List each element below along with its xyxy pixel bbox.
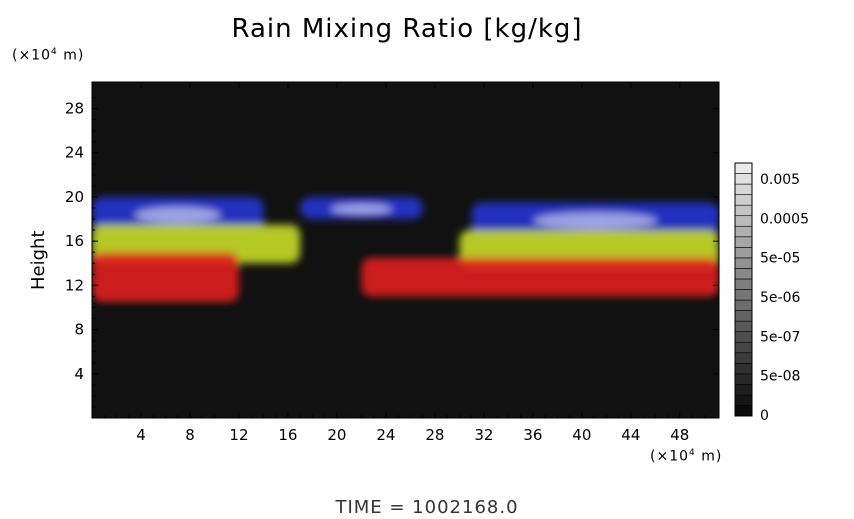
colorbar-label: 0.005: [760, 172, 800, 188]
colorbar-swatch: [734, 362, 753, 375]
x-tick-label: 24: [376, 426, 395, 444]
colorbar-swatch: [734, 173, 753, 185]
x-axis-unit: (×104 m): [650, 448, 723, 465]
colorbar-swatch: [734, 215, 753, 227]
colorbar-swatch: [734, 278, 753, 290]
plot-frame: [91, 81, 720, 419]
y-tick-label: 4: [74, 365, 84, 383]
colorbar-label: 5e-05: [760, 251, 800, 267]
y-tick-label: 20: [65, 188, 84, 206]
x-tick-label: 12: [229, 426, 248, 444]
colorbar-swatch: [734, 257, 753, 269]
rain-white-highlight: [134, 206, 221, 224]
colorbar-swatch: [734, 162, 753, 174]
colorbar-swatch: [734, 183, 753, 195]
y-tick-label: 8: [74, 321, 84, 339]
time-label: TIME = 1002168.0: [335, 497, 519, 518]
y-tick-label: 16: [65, 232, 84, 250]
x-tick-label: 44: [621, 426, 640, 444]
x-tick-label: 4: [136, 426, 146, 444]
colorbar-swatch: [734, 204, 753, 217]
x-tick-label: 36: [523, 426, 542, 444]
y-axis-unit: (×104 m): [12, 47, 85, 64]
colorbar-swatch: [734, 320, 753, 332]
colorbar-label: 0: [760, 408, 769, 424]
rain-white-highlight: [330, 203, 393, 215]
colorbar-swatch: [734, 394, 753, 406]
colorbar-label: 5e-06: [760, 290, 800, 306]
colorbar-swatch: [734, 310, 753, 322]
colorbar-frame: [734, 162, 753, 417]
chart-title: Rain Mixing Ratio [kg/kg]: [231, 14, 583, 44]
colorbar-swatch: [734, 247, 753, 259]
colorbar-swatch: [734, 289, 753, 301]
y-tick-label: 12: [65, 276, 84, 294]
colorbar-swatch: [734, 405, 753, 417]
x-tick-label: 48: [670, 426, 689, 444]
rain-white-highlight: [533, 212, 658, 229]
colorbar-swatch: [734, 352, 753, 364]
y-tick-label: 28: [65, 100, 84, 118]
x-tick-label: 8: [185, 426, 195, 444]
colorbar-swatch: [734, 373, 753, 385]
colorbar-swatch: [734, 268, 753, 280]
colorbar-label: 5e-08: [760, 369, 800, 385]
y-tick-label: 24: [65, 144, 84, 162]
colorbar-swatch: [734, 194, 753, 206]
colorbar-swatch: [734, 236, 753, 248]
rain-red-region: [92, 252, 239, 302]
x-tick-label: 32: [474, 426, 493, 444]
colorbar-swatch: [734, 299, 753, 311]
colorbar-swatch: [734, 341, 753, 354]
colorbar-label: 5e-07: [760, 329, 800, 345]
x-tick-label: 16: [278, 426, 297, 444]
colorbar-swatch: [734, 331, 753, 343]
x-tick-label: 28: [425, 426, 444, 444]
colorbar-label: 0.0005: [760, 211, 809, 227]
rain-red-region: [361, 257, 719, 297]
colorbar-swatch: [734, 384, 753, 396]
colorbar-swatch: [734, 225, 753, 238]
x-tick-label: 40: [572, 426, 591, 444]
x-tick-label: 20: [327, 426, 346, 444]
